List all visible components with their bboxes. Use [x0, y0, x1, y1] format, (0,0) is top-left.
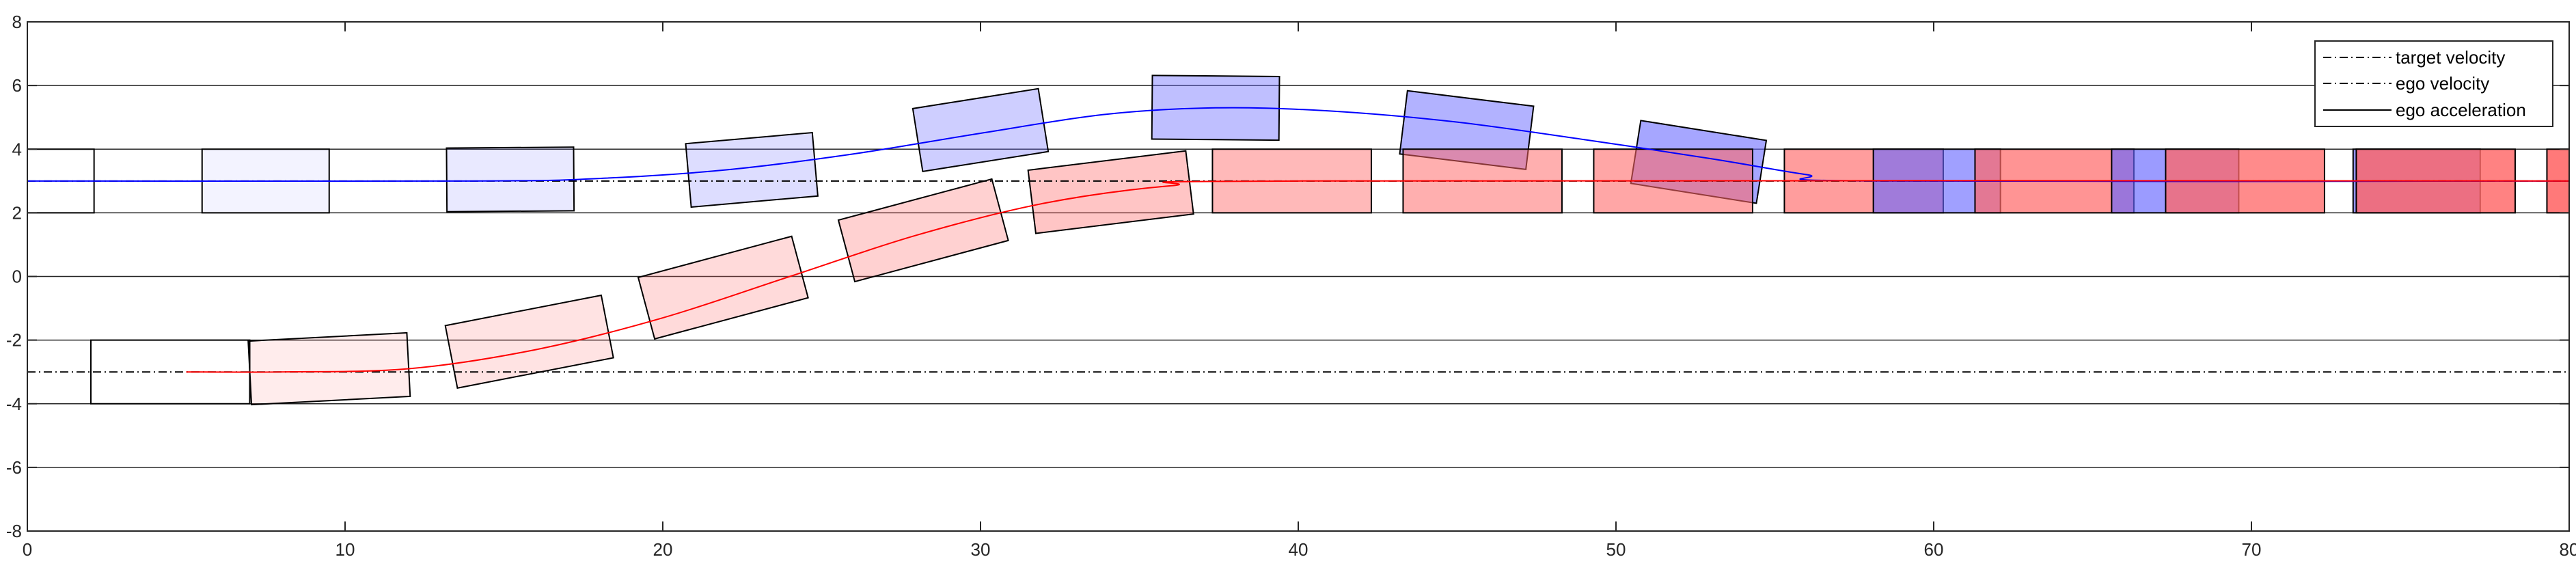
y-tick-label: -6	[6, 457, 22, 478]
legend-label-ego-velocity: ego velocity	[2396, 73, 2489, 94]
x-tick-label: 60	[1924, 539, 1944, 560]
x-tick-label: 20	[653, 539, 673, 560]
red-vehicle-box	[837, 178, 1009, 283]
x-tick-label: 30	[971, 539, 991, 560]
y-tick-label: -8	[6, 521, 22, 541]
trajectory-line	[27, 107, 2569, 182]
blue-vehicle-box	[685, 131, 819, 208]
grid-lines	[27, 85, 2569, 468]
y-tick-label: 0	[12, 267, 22, 287]
vehicle-boxes	[27, 74, 2569, 406]
legend-label-target-velocity: target velocity	[2396, 47, 2505, 68]
y-tick-label: -2	[6, 330, 22, 351]
red-vehicle-box	[444, 294, 614, 390]
x-tick-label: 70	[2242, 539, 2262, 560]
legend-box	[2314, 40, 2553, 127]
axis-ticks: 0 10 20 30 40 50 60 70 80 -8 -6 -4 -2 0 2 4 6 8	[6, 12, 2576, 560]
red-vehicle-box	[637, 235, 809, 340]
series-lines	[27, 107, 2569, 373]
y-tick-label: 2	[12, 202, 22, 223]
legend-label-ego-acceleration: ego acceleration	[2396, 100, 2526, 120]
x-tick-label: 0	[23, 539, 32, 560]
x-tick-label: 80	[2560, 539, 2576, 560]
red-vehicle-box	[247, 331, 411, 406]
y-tick-label: -4	[6, 394, 22, 414]
x-tick-label: 10	[335, 539, 355, 560]
legend: target velocity ego velocity ego acceler…	[2314, 40, 2553, 127]
x-tick-label: 50	[1606, 539, 1626, 560]
blue-vehicle-box	[912, 87, 1050, 172]
y-tick-label: 6	[12, 75, 22, 96]
y-tick-label: 8	[12, 12, 22, 32]
x-tick-label: 40	[1289, 539, 1308, 560]
blue-vehicle-box	[446, 146, 575, 213]
y-tick-label: 4	[12, 139, 22, 159]
trajectory-line	[186, 180, 2569, 373]
